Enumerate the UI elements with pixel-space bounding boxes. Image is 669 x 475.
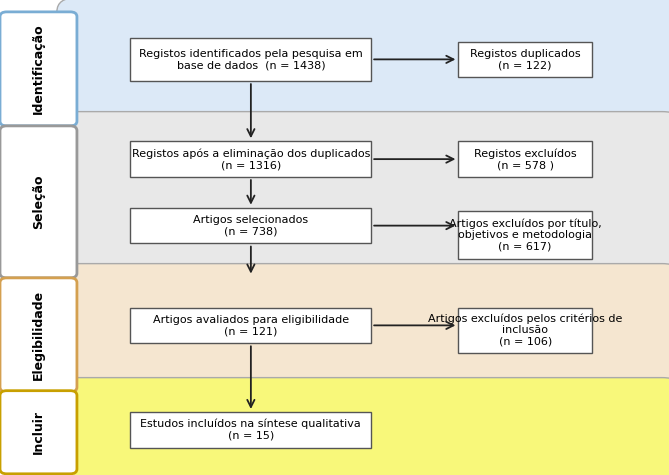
FancyBboxPatch shape: [57, 0, 669, 140]
Text: Identificação: Identificação: [32, 24, 45, 114]
FancyBboxPatch shape: [0, 126, 77, 278]
Text: Artigos selecionados
(n = 738): Artigos selecionados (n = 738): [193, 215, 308, 237]
Text: Registos identificados pela pesquisa em
base de dados  (n = 1438): Registos identificados pela pesquisa em …: [139, 48, 363, 70]
Text: Registos após a eliminação dos duplicados
(n = 1316): Registos após a eliminação dos duplicado…: [132, 148, 370, 170]
Text: Seleção: Seleção: [32, 175, 45, 229]
Text: Registos duplicados
(n = 122): Registos duplicados (n = 122): [470, 48, 581, 70]
Text: Artigos excluídos por título,
objetivos e metodologia
(n = 617): Artigos excluídos por título, objetivos …: [449, 218, 601, 252]
Text: Incluir: Incluir: [32, 410, 45, 454]
FancyBboxPatch shape: [458, 42, 592, 77]
FancyBboxPatch shape: [57, 378, 669, 475]
FancyBboxPatch shape: [130, 308, 371, 343]
Text: Registos excluídos
(n = 578 ): Registos excluídos (n = 578 ): [474, 148, 577, 170]
FancyBboxPatch shape: [458, 308, 592, 352]
FancyBboxPatch shape: [57, 112, 669, 292]
FancyBboxPatch shape: [0, 390, 77, 474]
FancyBboxPatch shape: [458, 211, 592, 259]
Text: Elegibilidade: Elegibilidade: [32, 290, 45, 380]
Text: Artigos avaliados para eligibilidade
(n = 121): Artigos avaliados para eligibilidade (n …: [153, 314, 349, 336]
FancyBboxPatch shape: [130, 38, 371, 81]
FancyBboxPatch shape: [0, 12, 77, 126]
FancyBboxPatch shape: [57, 264, 669, 406]
Text: Estudos incluídos na síntese qualitativa
(n = 15): Estudos incluídos na síntese qualitativa…: [140, 419, 361, 441]
FancyBboxPatch shape: [130, 142, 371, 177]
FancyBboxPatch shape: [130, 412, 371, 447]
FancyBboxPatch shape: [0, 278, 77, 392]
FancyBboxPatch shape: [130, 208, 371, 243]
Text: Artigos excluídos pelos critérios de
inclusão
(n = 106): Artigos excluídos pelos critérios de inc…: [428, 314, 622, 347]
FancyBboxPatch shape: [458, 142, 592, 177]
